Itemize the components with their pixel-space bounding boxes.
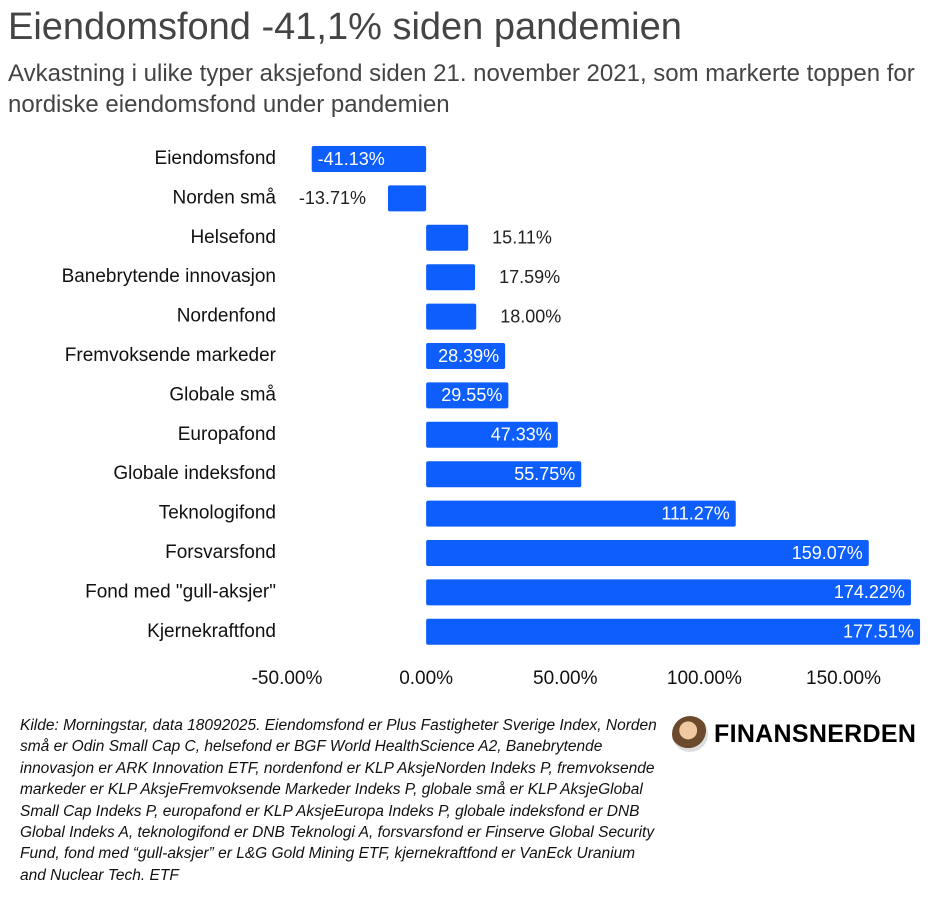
value-label: 55.75% <box>514 464 575 484</box>
bar <box>426 461 582 488</box>
y-tick-label: Nordenfond <box>177 306 276 327</box>
y-tick-label: Fremvoksende markeder <box>65 345 277 366</box>
y-tick-label: Eiendomsfond <box>155 148 276 169</box>
bar <box>387 185 427 212</box>
chart-title: Eiendomsfond -41,1% siden pandemien <box>8 6 682 48</box>
value-label: 111.27% <box>661 503 729 523</box>
x-tick-label: 0.00% <box>399 668 453 689</box>
y-tick-label: Fond med "gull-aksjer" <box>85 581 276 602</box>
value-label: 47.33% <box>491 425 552 445</box>
value-label: 177.51% <box>843 622 914 642</box>
bar <box>426 224 469 251</box>
brand: FINANSNERDEN <box>672 716 916 752</box>
y-tick-label: Banebrytende innovasjon <box>62 266 276 287</box>
x-tick-label: 100.00% <box>667 668 742 689</box>
bar <box>426 540 869 566</box>
value-label: 18.00% <box>500 306 561 326</box>
x-tick-label: 150.00% <box>806 668 881 689</box>
bar <box>426 421 558 448</box>
y-tick-label: Europafond <box>178 424 276 445</box>
value-label: 15.11% <box>492 228 552 248</box>
bar <box>426 303 477 330</box>
brand-logo <box>672 716 708 752</box>
value-label: 29.55% <box>441 385 502 405</box>
value-label: 28.39% <box>438 346 499 366</box>
bar <box>426 618 921 645</box>
y-tick-label: Kjernekraftfond <box>147 621 276 642</box>
value-label: -13.71% <box>299 188 366 208</box>
value-label: -41.13% <box>318 149 385 169</box>
y-tick-label: Helsefond <box>190 227 276 248</box>
bar <box>311 146 427 172</box>
y-tick-label: Forsvarsfond <box>165 542 276 563</box>
y-tick-label: Globale indeksfond <box>113 463 276 484</box>
y-tick-label: Teknologifond <box>159 503 276 524</box>
brand-name: FINANSNERDEN <box>714 719 917 748</box>
bar <box>426 264 476 291</box>
y-tick-label: Globale små <box>169 384 276 405</box>
x-tick-label: -50.00% <box>252 668 323 689</box>
bar <box>426 579 911 606</box>
source-note: Kilde: Morningstar, data 18092025. Eiend… <box>20 717 657 884</box>
value-label: 159.07% <box>792 543 863 563</box>
value-label: 17.59% <box>499 267 560 287</box>
bar <box>426 343 506 369</box>
x-tick-label: 50.00% <box>533 668 598 689</box>
bar <box>426 382 509 409</box>
y-tick-label: Norden små <box>173 187 277 208</box>
bar <box>426 500 736 527</box>
chart-subtitle: Avkastning i ulike typer aksjefond siden… <box>8 60 915 118</box>
value-label: 174.22% <box>834 582 905 602</box>
